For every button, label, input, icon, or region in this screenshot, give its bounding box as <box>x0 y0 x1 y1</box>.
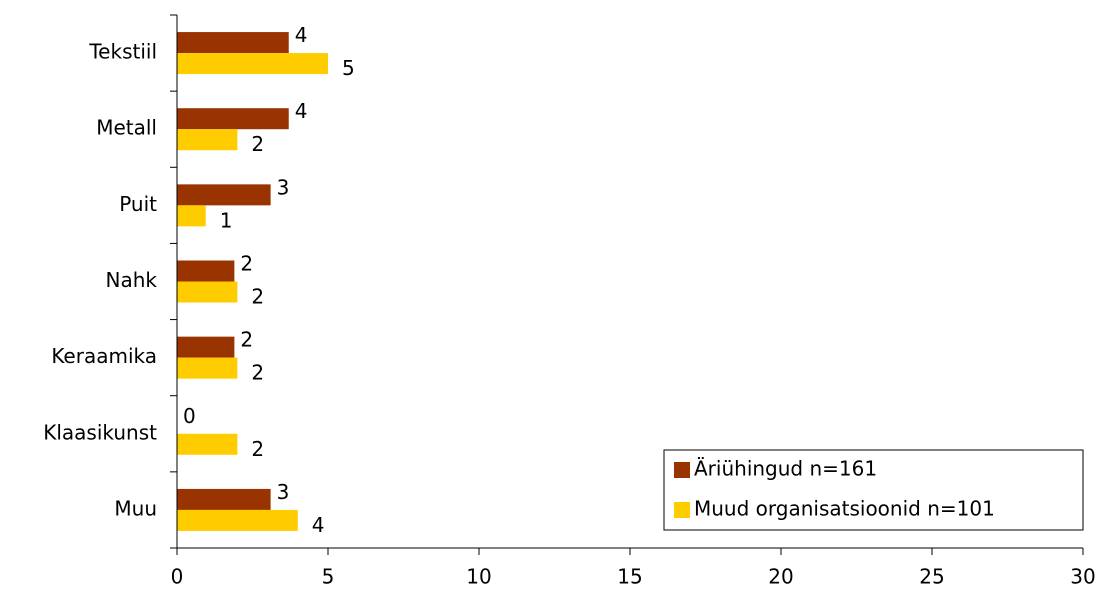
data-label: 4 <box>312 513 325 537</box>
y-tick-label: Tekstiil <box>88 40 157 64</box>
data-label: 4 <box>295 23 308 47</box>
bar <box>177 488 271 510</box>
legend-box <box>663 449 1084 531</box>
bar <box>177 509 298 531</box>
bar <box>177 281 238 303</box>
data-label: 2 <box>251 132 264 156</box>
x-tick-label: 5 <box>322 565 335 589</box>
x-tick-label: 15 <box>617 565 642 589</box>
y-tick-label: Nahk <box>106 268 158 292</box>
y-tick-label: Klaasikunst <box>43 420 157 444</box>
legend-swatch <box>674 462 690 478</box>
data-label: 5 <box>342 56 355 80</box>
data-label: 0 <box>183 404 196 428</box>
bar <box>177 184 271 206</box>
legend-label: Muud organisatsioonid n=101 <box>694 497 995 521</box>
data-label: 2 <box>251 437 264 461</box>
legend-swatch <box>674 502 690 518</box>
data-label: 2 <box>240 252 253 276</box>
x-tick-label: 0 <box>171 565 184 589</box>
y-tick-label: Puit <box>119 192 157 216</box>
bar <box>177 32 289 54</box>
bar <box>177 357 238 379</box>
data-label: 2 <box>251 361 264 385</box>
bar <box>177 260 235 282</box>
x-tick-label: 25 <box>919 565 944 589</box>
data-label: 3 <box>277 175 290 199</box>
bar <box>177 336 235 358</box>
bar <box>177 205 206 227</box>
legend-label: Äriühingud n=161 <box>694 457 877 481</box>
x-tick-label: 10 <box>466 565 491 589</box>
data-label: 4 <box>295 99 308 123</box>
data-label: 3 <box>277 480 290 504</box>
y-tick-label: Metall <box>96 116 157 140</box>
y-tick-label: Muu <box>114 496 157 520</box>
bar <box>177 53 328 75</box>
x-tick-label: 30 <box>1070 565 1095 589</box>
x-tick-label: 20 <box>768 565 793 589</box>
bar <box>177 433 238 455</box>
bar <box>177 129 238 151</box>
y-tick-label: Keraamika <box>51 344 157 368</box>
data-label: 2 <box>240 328 253 352</box>
bar <box>177 108 289 130</box>
data-label: 2 <box>251 285 264 309</box>
data-label: 1 <box>220 208 233 232</box>
